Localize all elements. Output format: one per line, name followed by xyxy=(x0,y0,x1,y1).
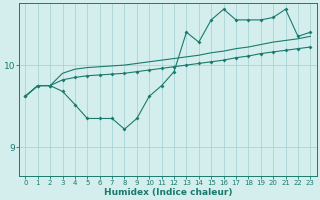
X-axis label: Humidex (Indice chaleur): Humidex (Indice chaleur) xyxy=(104,188,232,197)
